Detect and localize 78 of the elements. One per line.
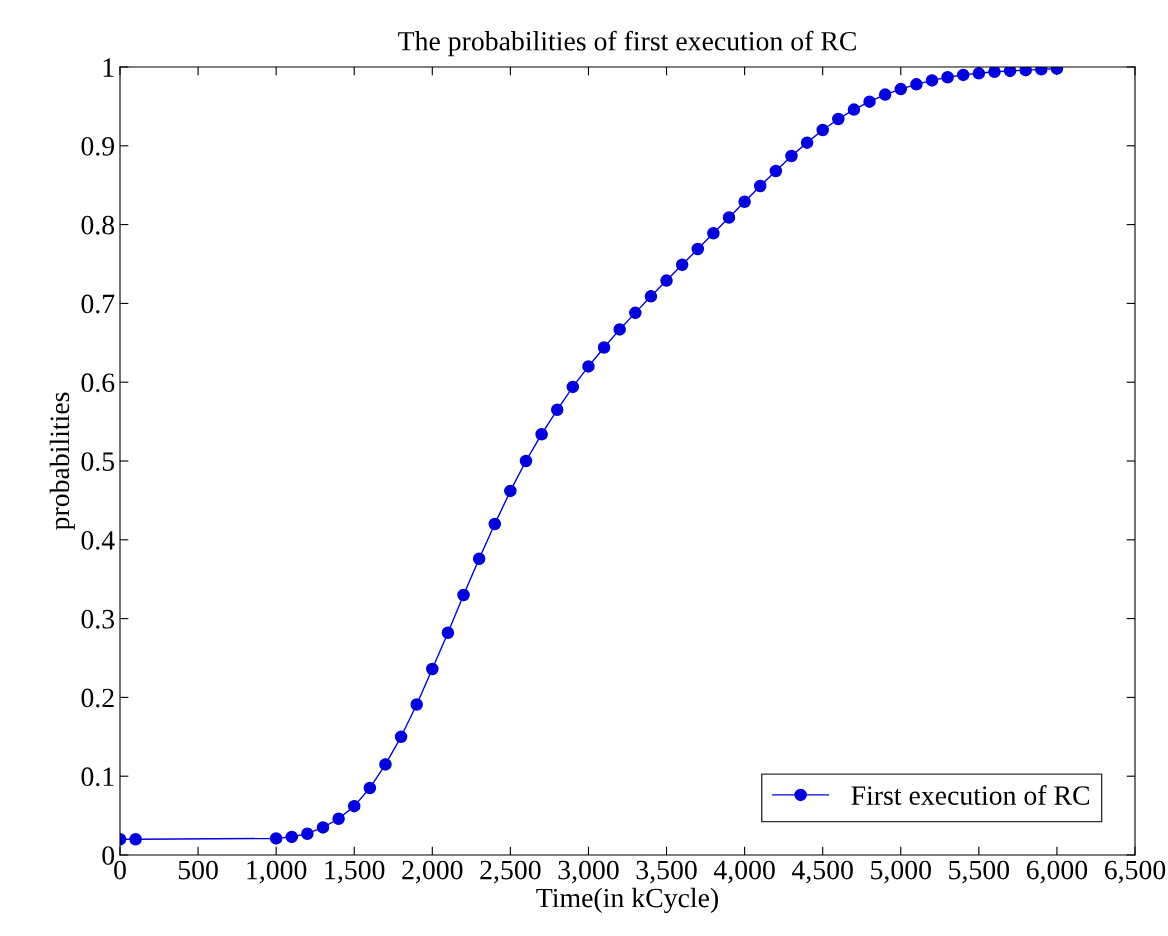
x-tick-label: 1,500 <box>325 860 385 884</box>
point <box>972 67 986 80</box>
point <box>785 149 798 163</box>
y-axis-title: probabilities <box>49 392 75 530</box>
point <box>769 164 783 178</box>
point <box>691 242 705 256</box>
point <box>863 95 876 108</box>
point <box>800 136 814 149</box>
point <box>613 323 626 336</box>
y-tick-label: 0.2 <box>81 688 114 708</box>
point <box>301 827 314 840</box>
point <box>956 68 970 82</box>
point <box>847 103 861 116</box>
point <box>832 112 845 126</box>
chart-title: The probabilities of first execution of RC <box>398 30 856 57</box>
x-tick-label: 4,000 <box>713 860 775 884</box>
y-tick-label: 0.5 <box>81 452 115 472</box>
point <box>488 517 502 531</box>
y-tick-label: 0.3 <box>81 609 115 629</box>
y-tick-label: 0.7 <box>81 294 115 314</box>
y-tick-label: 0.6 <box>81 373 115 393</box>
point <box>753 179 767 193</box>
point <box>129 832 142 846</box>
x-tick-label: 4,500 <box>791 860 853 884</box>
y-tick-label: 0.1 <box>81 767 114 787</box>
x-tick-label: 2,500 <box>480 860 541 884</box>
x-tick-label: 5,000 <box>871 860 931 884</box>
point <box>457 588 470 602</box>
point <box>269 832 283 845</box>
x-tick-label: 3,500 <box>636 860 697 884</box>
point <box>644 290 658 303</box>
point <box>738 195 751 208</box>
y-tick-label: 0.4 <box>81 530 115 550</box>
point <box>504 484 517 498</box>
x-tick-label: 1,000 <box>247 860 307 884</box>
point <box>566 380 580 394</box>
y-tick-label: 0 <box>102 846 115 865</box>
point <box>519 454 533 468</box>
point <box>535 427 548 441</box>
point <box>660 274 673 287</box>
point <box>472 552 486 565</box>
point <box>1003 67 1017 78</box>
x-tick-label: 6,000 <box>1026 860 1088 884</box>
point <box>1019 67 1032 77</box>
point <box>410 698 423 711</box>
point <box>285 830 299 844</box>
x-axis-title: Time(in kCycle) <box>536 887 718 914</box>
point <box>816 123 829 137</box>
point <box>722 211 736 224</box>
point <box>910 78 923 91</box>
point <box>332 812 345 826</box>
point <box>316 821 330 834</box>
point <box>941 70 954 84</box>
point <box>582 360 595 373</box>
point <box>347 799 361 813</box>
legend-label: First execution of RC <box>851 785 1090 805</box>
y-tick-label: 0.9 <box>81 136 114 156</box>
point <box>629 306 642 320</box>
point <box>597 341 611 354</box>
point <box>363 781 377 795</box>
point <box>878 88 892 101</box>
point <box>988 67 1001 78</box>
x-tick-label: 500 <box>178 860 218 880</box>
x-tick-label: 3,000 <box>558 860 619 884</box>
point <box>441 626 455 640</box>
point <box>894 82 908 96</box>
point <box>379 758 392 771</box>
x-tick-label: 2,000 <box>402 860 463 884</box>
point <box>550 403 564 417</box>
x-tick-label: 5,500 <box>949 860 1010 884</box>
y-tick-label: 0.8 <box>81 215 115 235</box>
x-tick-label: 6,500 <box>1104 860 1166 884</box>
point <box>675 258 689 272</box>
y-tick-label: 1 <box>103 58 114 77</box>
point <box>925 74 939 87</box>
point <box>707 227 720 240</box>
point <box>394 730 408 744</box>
point <box>426 662 439 676</box>
